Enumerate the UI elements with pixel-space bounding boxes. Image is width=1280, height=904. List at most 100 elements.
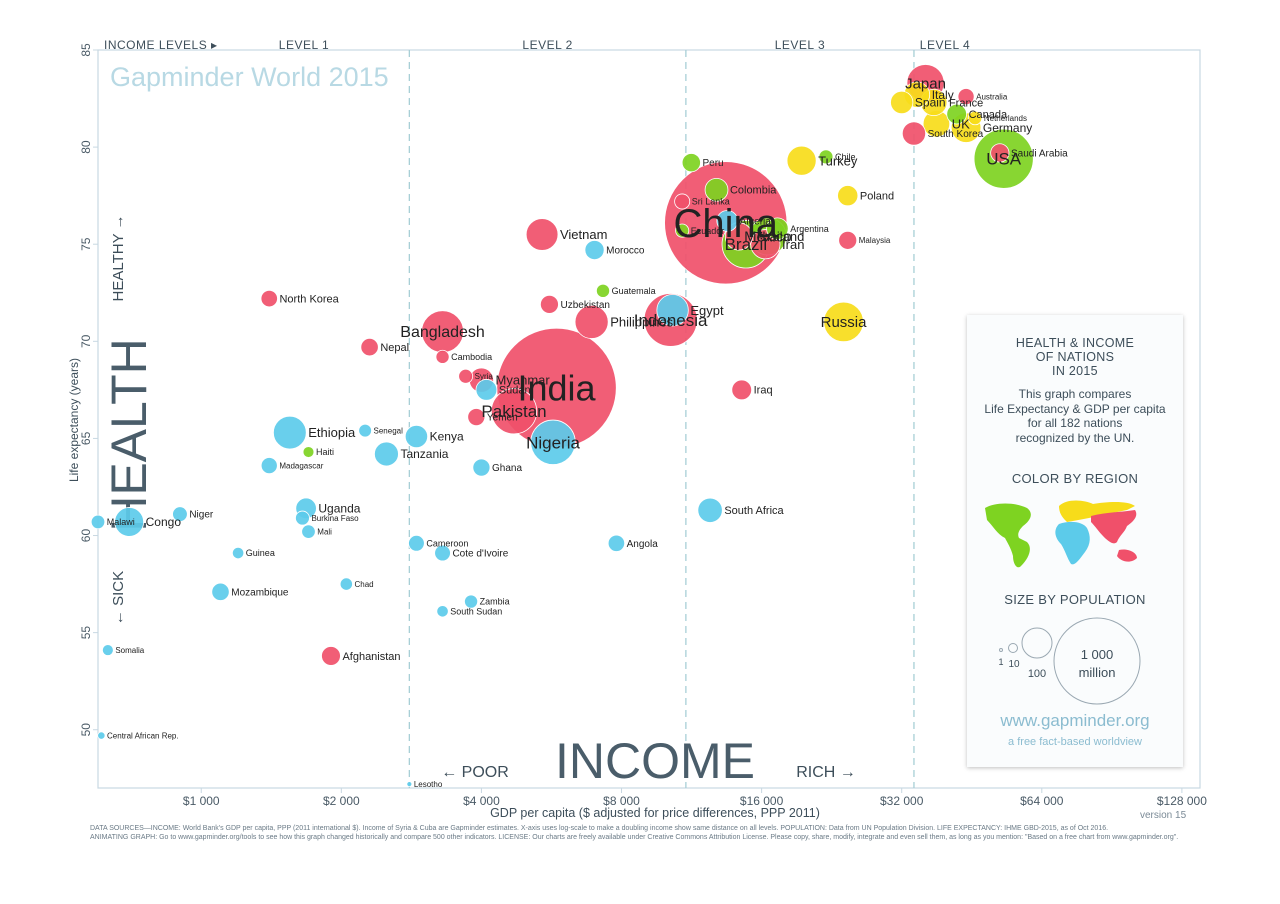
bubble-malaysia[interactable]: [838, 230, 858, 250]
bubble-syria[interactable]: [458, 368, 474, 384]
bubble-central-african-rep-[interactable]: [97, 731, 106, 740]
bubble-pakistan[interactable]: [490, 388, 538, 435]
y-tick-label: 50: [79, 723, 93, 737]
bubble-canada[interactable]: [946, 103, 967, 125]
bubble-malawi[interactable]: [90, 514, 106, 530]
bubble-madagascar[interactable]: [260, 457, 278, 475]
bubble-chad[interactable]: [339, 577, 353, 591]
info-panel: HEALTH & INCOME OF NATIONS IN 2015 This …: [967, 315, 1183, 767]
level-label-3: LEVEL 3: [775, 38, 825, 52]
bubble-tanzania[interactable]: [374, 441, 399, 467]
country-label: Senegal: [374, 426, 404, 435]
country-label: South Africa: [724, 505, 784, 517]
bubble-south-korea[interactable]: [901, 121, 927, 146]
region-africa-shape: [1055, 521, 1090, 565]
bubble-spain[interactable]: [890, 90, 914, 115]
x-tick-label: $2 000: [323, 794, 360, 808]
bubble-algeria[interactable]: [716, 210, 739, 232]
country-label: Mali: [317, 527, 332, 536]
bubble-vietnam[interactable]: [525, 218, 559, 251]
bubble-poland[interactable]: [837, 185, 859, 207]
bubble-angola[interactable]: [607, 534, 626, 552]
bubble-guatemala[interactable]: [596, 283, 611, 298]
country-label: Australia: [976, 92, 1008, 101]
bubble-colombia[interactable]: [704, 178, 729, 202]
country-label: Haiti: [316, 447, 334, 457]
bubble-afghanistan[interactable]: [321, 646, 341, 666]
bubble-turkey[interactable]: [786, 145, 817, 176]
country-label: Vietnam: [560, 227, 607, 242]
bubble-uzbekistan[interactable]: [539, 294, 559, 314]
bubble-somalia[interactable]: [101, 644, 114, 656]
bubble-chile[interactable]: [818, 149, 834, 165]
region-americas-shape: [985, 503, 1031, 568]
bubble-guinea[interactable]: [231, 546, 245, 560]
country-label: Japan: [905, 75, 946, 92]
country-label: Russia: [821, 314, 868, 331]
size-heading: SIZE BY POPULATION: [1004, 592, 1146, 607]
bubble-senegal[interactable]: [358, 423, 372, 438]
bubble-philippines[interactable]: [574, 304, 609, 339]
bubble-lesotho[interactable]: [406, 781, 413, 788]
bubble-yemen[interactable]: [467, 408, 486, 427]
bubble-south-africa[interactable]: [697, 497, 723, 523]
bubble-egypt[interactable]: [656, 294, 689, 327]
bubble-sri-lanka[interactable]: [674, 193, 691, 210]
bubble-congo[interactable]: [114, 507, 145, 537]
bubble-cambodia[interactable]: [435, 349, 450, 364]
country-label: Spain: [915, 96, 946, 110]
bubble-cote-d-ivoire[interactable]: [434, 544, 451, 562]
y-tick-label: 75: [79, 237, 93, 251]
country-label: Niger: [189, 510, 214, 521]
bubble-iraq[interactable]: [731, 379, 753, 401]
bubble-ecuador[interactable]: [675, 223, 690, 238]
healthy-label: HEALTHY →: [110, 215, 127, 302]
country-label: Yemen: [487, 413, 518, 424]
country-label: South Sudan: [450, 606, 502, 616]
bubble-kenya[interactable]: [404, 424, 429, 449]
bubble-cameroon[interactable]: [408, 534, 425, 552]
y-tick-label: 55: [79, 626, 93, 640]
bubble-russia[interactable]: [823, 301, 864, 343]
bubble-netherlands[interactable]: [967, 110, 983, 126]
bubble-mali[interactable]: [301, 524, 316, 539]
y-tick-label: 85: [79, 43, 93, 57]
bubble-south-sudan[interactable]: [436, 605, 449, 618]
x-tick-label: $8 000: [603, 794, 640, 808]
size-legend: 1 10 100 1 000 million: [998, 617, 1141, 705]
sick-label: ← SICK: [110, 571, 127, 625]
rich-label: RICH →: [796, 764, 856, 781]
country-label: Indonesia: [634, 311, 708, 330]
country-label: France: [949, 97, 983, 109]
bubble-mozambique[interactable]: [211, 582, 230, 601]
size-legend-label-100: 100: [1028, 668, 1046, 680]
bubble-australia[interactable]: [957, 88, 975, 106]
bubble-sudan[interactable]: [475, 379, 498, 401]
bubble-ghana[interactable]: [472, 458, 491, 477]
website-tagline: a free fact-based worldview: [1008, 736, 1142, 748]
bubble-nigeria[interactable]: [530, 419, 576, 465]
bubble-ethiopia[interactable]: [273, 415, 307, 450]
bubble-zambia[interactable]: [464, 594, 479, 609]
website-link[interactable]: www.gapminder.org: [1000, 711, 1150, 730]
bubble-haiti[interactable]: [302, 446, 315, 458]
bubble-north-korea[interactable]: [260, 289, 278, 308]
plot-frame: [97, 49, 1201, 789]
bubble-argentina[interactable]: [766, 217, 789, 240]
bubble-morocco[interactable]: [584, 240, 605, 261]
panel-description: This graph compares Life Expectancy & GD…: [984, 387, 1166, 445]
country-label: Kenya: [430, 430, 464, 444]
bubble-niger[interactable]: [172, 506, 188, 522]
bubble-burkina-faso[interactable]: [295, 510, 310, 526]
country-label: Central African Rep.: [107, 731, 179, 740]
y-tick-label: 65: [79, 431, 93, 445]
size-legend-label-10: 10: [1008, 659, 1020, 670]
country-label: Angola: [627, 539, 659, 550]
x-axis-label: GDP per capita ($ adjusted for price dif…: [490, 806, 820, 820]
bubble-peru[interactable]: [681, 153, 701, 173]
bubble-nepal[interactable]: [360, 338, 379, 357]
country-label: Italy: [932, 88, 954, 102]
country-label: Sri Lanka: [692, 197, 730, 207]
size-legend-label-1000: 1 000 million: [1079, 647, 1116, 680]
bubble-saudi-arabia[interactable]: [990, 143, 1010, 163]
